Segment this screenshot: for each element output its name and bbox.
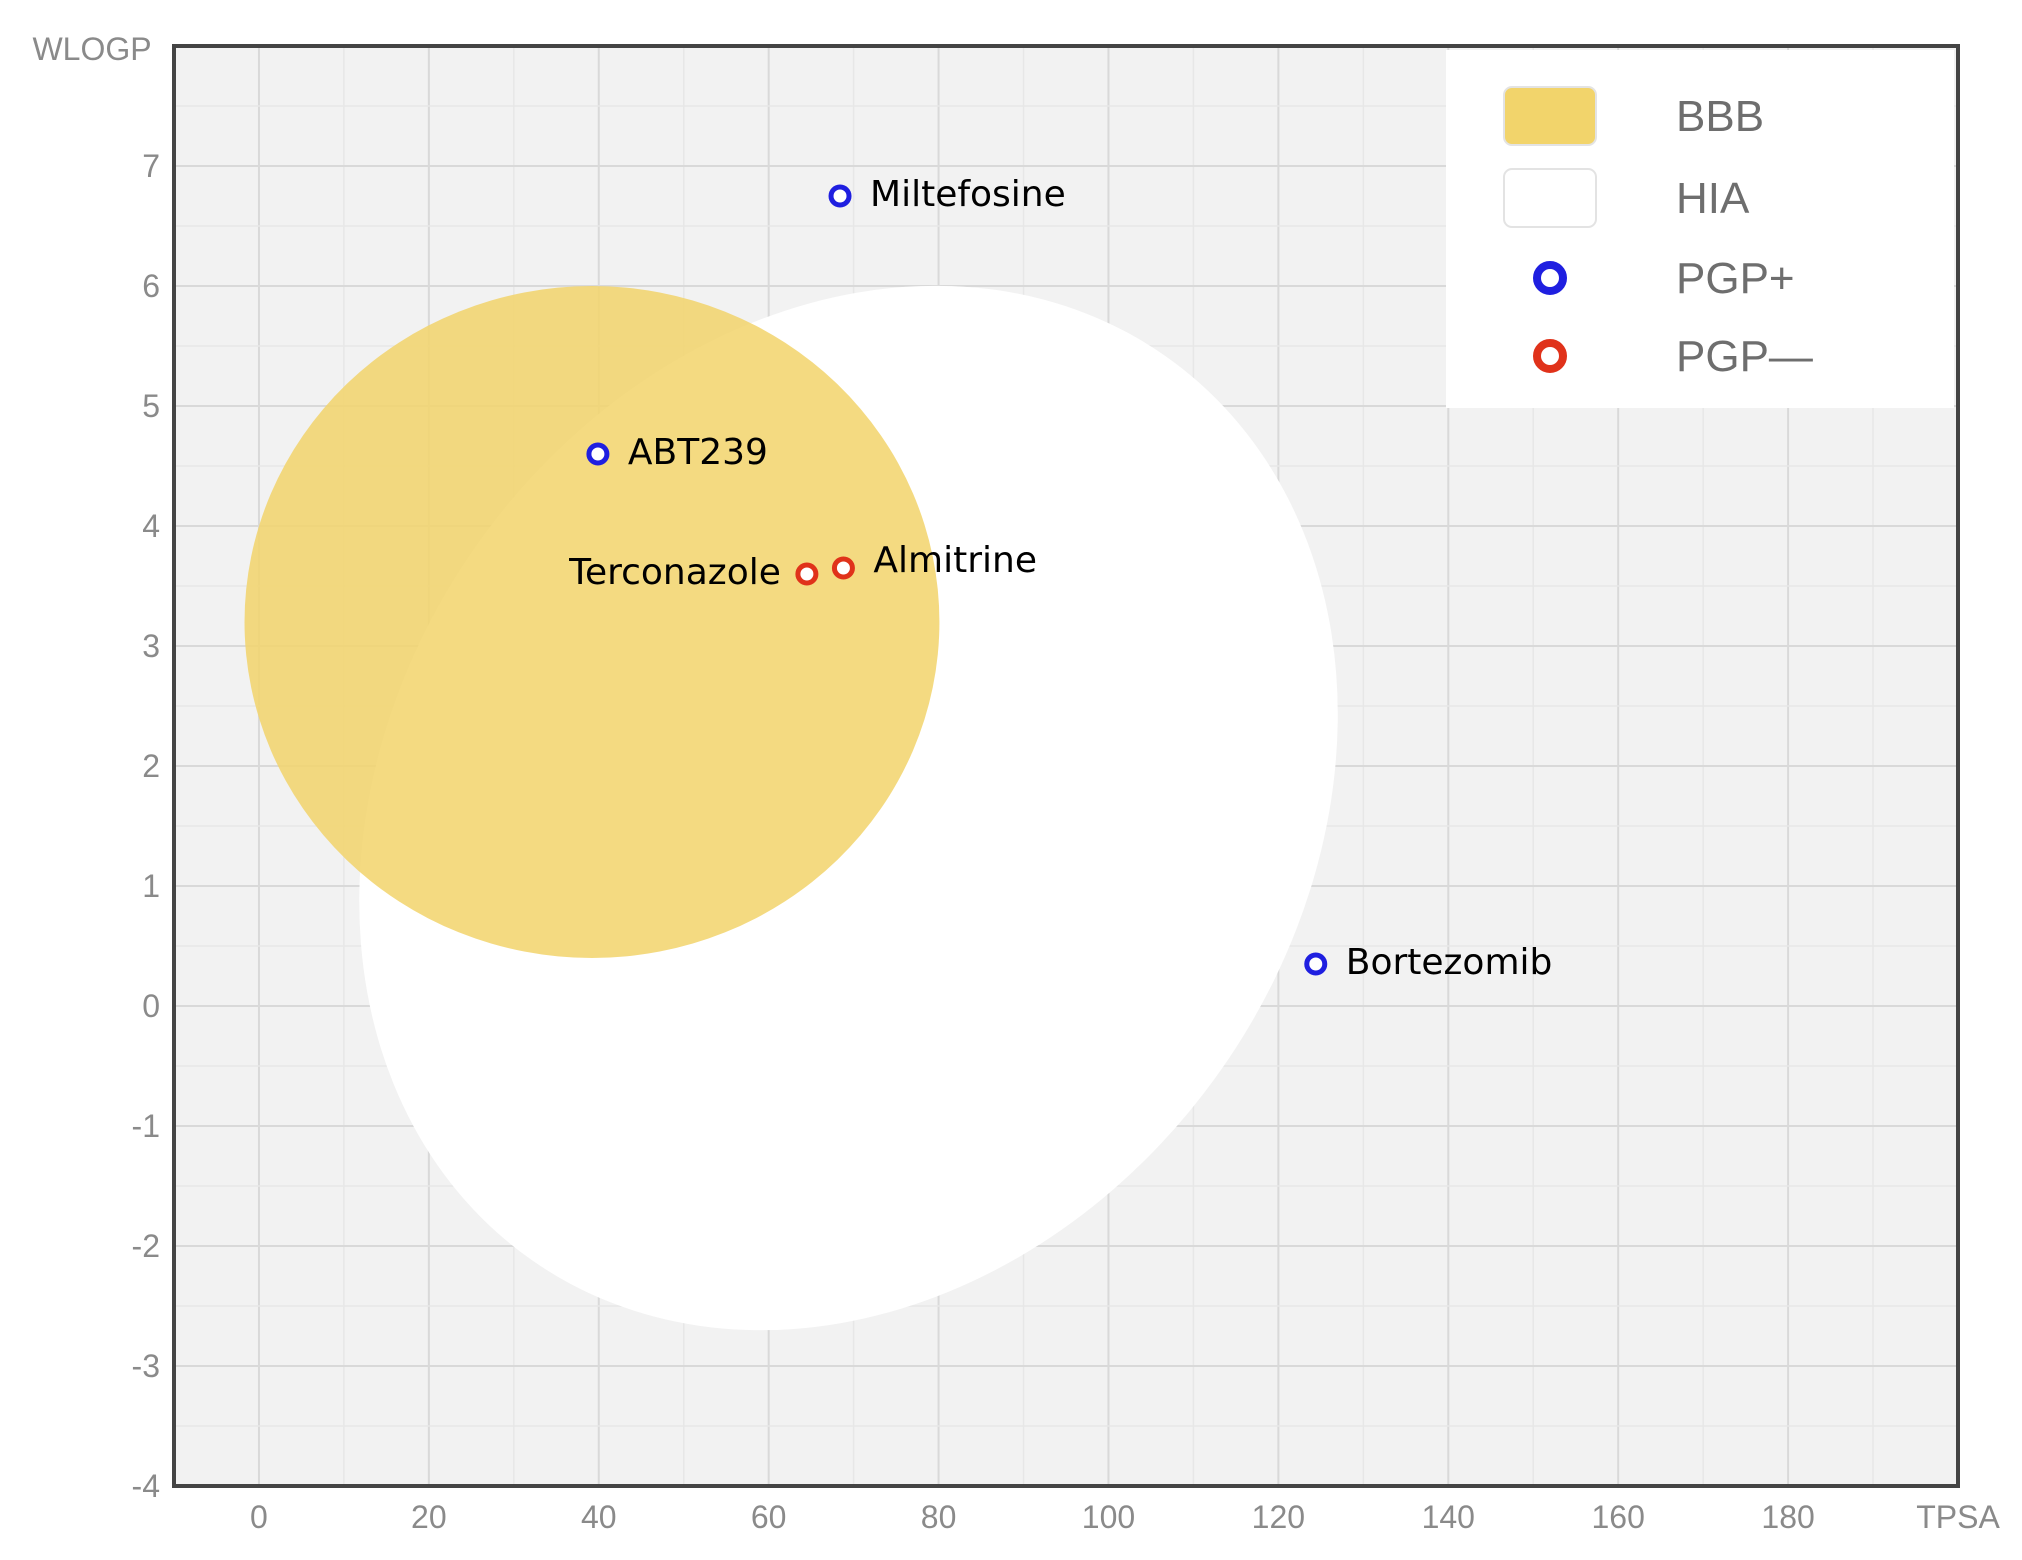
data-points: Miltefosine ABT239 Bortezomib Terconazole Al… <box>568 174 1552 983</box>
y-tick-label: 1 <box>142 868 160 904</box>
legend-marker <box>1533 339 1567 373</box>
data-point <box>795 562 819 586</box>
y-tick-label: 5 <box>142 388 160 424</box>
legend-swatch <box>1503 86 1597 146</box>
legend-label: HIA <box>1676 174 1750 223</box>
data-point <box>828 184 852 208</box>
legend-label: BBB <box>1676 92 1764 141</box>
legend-swatch <box>1503 168 1597 228</box>
y-axis-ticks: -4 -3 -2 -1 0 1 2 3 4 5 6 7 <box>132 148 160 1504</box>
x-tick-label: 120 <box>1252 1499 1305 1535</box>
data-point <box>586 442 610 466</box>
y-axis-title: WLOGP <box>32 31 151 67</box>
y-tick-label: 7 <box>142 148 160 184</box>
plot-frame <box>172 44 1960 1488</box>
data-point <box>1304 952 1328 976</box>
data-point-label: Bortezomib <box>1346 942 1553 983</box>
x-tick-label: 80 <box>921 1499 957 1535</box>
y-tick-label: 3 <box>142 628 160 664</box>
regions <box>244 285 1338 1331</box>
region-bbb <box>244 286 940 958</box>
x-axis-ticks: 0 20 40 60 80 100 120 140 160 180 <box>250 1499 1815 1535</box>
y-tick-label: -1 <box>132 1108 160 1144</box>
y-tick-label: 0 <box>142 988 160 1024</box>
y-tick-label: 4 <box>142 508 160 544</box>
x-tick-label: 140 <box>1422 1499 1475 1535</box>
x-tick-label: 40 <box>581 1499 617 1535</box>
data-point-label: ABT239 <box>628 432 768 473</box>
x-tick-label: 160 <box>1591 1499 1644 1535</box>
x-tick-label: 180 <box>1761 1499 1814 1535</box>
legend-label: PGP+ <box>1676 254 1795 303</box>
x-tick-label: 100 <box>1082 1499 1135 1535</box>
x-tick-label: 60 <box>751 1499 787 1535</box>
x-tick-label: 0 <box>250 1499 268 1535</box>
data-point-label: Miltefosine <box>870 174 1066 215</box>
legend-marker <box>1533 261 1567 295</box>
data-point-label: Terconazole <box>568 552 781 593</box>
y-tick-label: 6 <box>142 268 160 304</box>
y-tick-label: 2 <box>142 748 160 784</box>
x-tick-label: 20 <box>411 1499 447 1535</box>
data-point-label: Almitrine <box>873 540 1037 581</box>
legend-label: PGP— <box>1676 332 1813 381</box>
legend: BBB HIA PGP+ PGP— <box>1446 50 1954 408</box>
y-tick-label: -3 <box>132 1348 160 1384</box>
y-tick-label: -4 <box>132 1468 160 1504</box>
y-tick-label: -2 <box>132 1228 160 1264</box>
x-axis-title: TPSA <box>1916 1499 2000 1535</box>
data-point <box>831 556 855 580</box>
